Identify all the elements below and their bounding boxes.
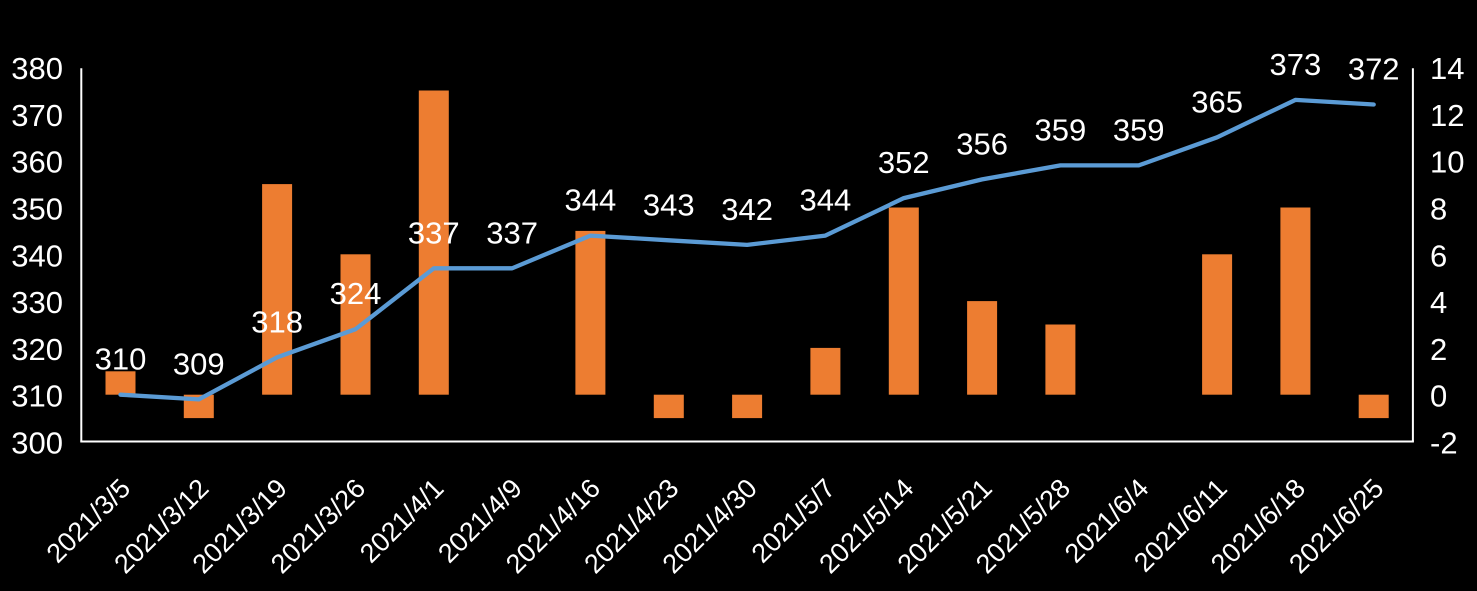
svg-text:320: 320 <box>11 332 63 367</box>
svg-text:373: 373 <box>1270 47 1322 82</box>
svg-text:309: 309 <box>173 346 225 381</box>
svg-text:330: 330 <box>11 285 63 320</box>
svg-text:2: 2 <box>1430 332 1447 367</box>
svg-text:0: 0 <box>1430 379 1447 414</box>
svg-text:359: 359 <box>1113 112 1165 147</box>
svg-text:360: 360 <box>11 145 63 180</box>
svg-text:340: 340 <box>11 238 63 273</box>
svg-text:343: 343 <box>643 187 695 222</box>
svg-text:14: 14 <box>1430 51 1464 86</box>
svg-text:344: 344 <box>800 183 852 218</box>
svg-text:350: 350 <box>11 192 63 227</box>
svg-text:372: 372 <box>1348 52 1400 87</box>
svg-text:359: 359 <box>1035 112 1087 147</box>
svg-text:352: 352 <box>878 145 930 180</box>
svg-text:310: 310 <box>11 379 63 414</box>
svg-text:342: 342 <box>721 192 773 227</box>
svg-text:300: 300 <box>11 426 63 461</box>
svg-text:370: 370 <box>11 98 63 133</box>
svg-text:310: 310 <box>95 342 147 377</box>
svg-text:4: 4 <box>1430 285 1447 320</box>
svg-text:337: 337 <box>408 215 460 250</box>
svg-text:365: 365 <box>1191 84 1243 119</box>
svg-text:380: 380 <box>11 51 63 86</box>
svg-text:6: 6 <box>1430 238 1447 273</box>
svg-text:324: 324 <box>330 276 382 311</box>
svg-text:8: 8 <box>1430 192 1447 227</box>
svg-text:10: 10 <box>1430 145 1464 180</box>
svg-text:337: 337 <box>486 215 538 250</box>
svg-text:344: 344 <box>565 183 617 218</box>
svg-text:318: 318 <box>251 304 303 339</box>
svg-text:-2: -2 <box>1430 426 1458 461</box>
svg-text:12: 12 <box>1430 98 1464 133</box>
svg-text:356: 356 <box>956 126 1008 161</box>
